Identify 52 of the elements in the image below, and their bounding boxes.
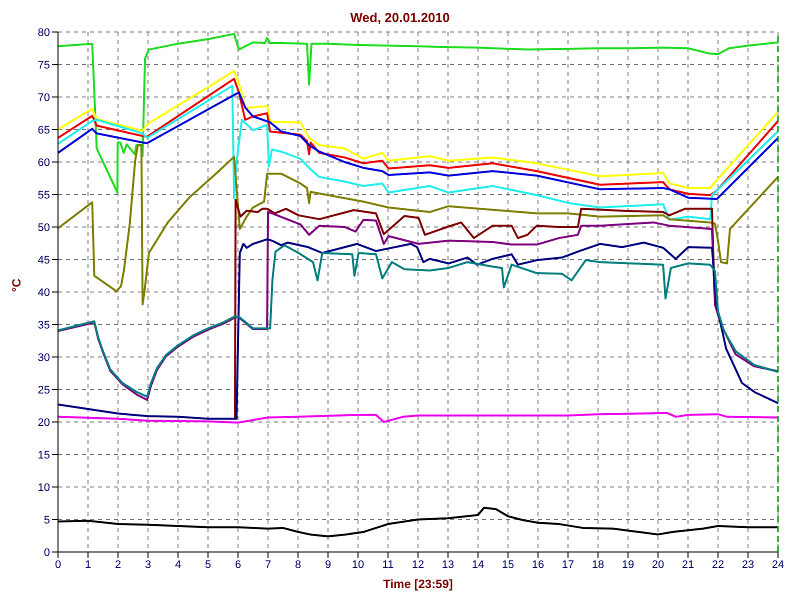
y-tick-label: 70 (38, 92, 50, 104)
x-tick-label: 17 (562, 558, 574, 571)
y-tick-label: 5 (44, 514, 50, 526)
y-tick-label: 35 (38, 319, 50, 332)
line-series (58, 144, 778, 306)
y-tick-label: 65 (38, 124, 50, 136)
y-tick-label: 75 (38, 59, 50, 72)
y-tick-label: 60 (38, 156, 50, 169)
line-series (234, 198, 716, 420)
x-tick-label: 10 (352, 558, 364, 571)
x-tick-label: 18 (592, 558, 604, 571)
y-tick-label: 45 (38, 254, 50, 266)
x-tick-label: 20 (652, 558, 664, 571)
line-series (58, 238, 778, 420)
y-tick-label: 40 (38, 286, 50, 299)
x-tick-label: 12 (412, 558, 424, 571)
y-tick-label: 80 (38, 26, 50, 39)
y-tick-label: 0 (44, 546, 50, 559)
x-tick-label: 8 (294, 558, 302, 571)
line-series (58, 211, 778, 401)
x-tick-label: 0 (54, 558, 62, 571)
x-tick-label: 21 (682, 558, 694, 571)
x-tick-label: 22 (712, 558, 724, 571)
x-tick-label: 24 (772, 558, 784, 571)
y-axis-title: °C (9, 278, 24, 292)
x-tick-label: 2 (114, 558, 122, 571)
x-tick-label: 4 (174, 558, 182, 571)
x-tick-label: 14 (472, 558, 484, 571)
x-tick-label: 11 (382, 558, 394, 571)
x-tick-label: 19 (622, 558, 634, 571)
y-tick-label: 30 (38, 352, 50, 364)
line-series (58, 412, 778, 424)
x-tick-label: 3 (144, 558, 152, 571)
x-tick-label: 9 (324, 558, 332, 571)
x-axis-title: Time [23:59] (383, 577, 453, 591)
x-tick-label: 5 (204, 558, 212, 571)
y-tick-label: 25 (38, 384, 50, 396)
line-series (58, 84, 778, 221)
x-tick-label: 7 (264, 558, 272, 571)
x-tick-label: 13 (442, 558, 454, 571)
x-tick-label: 1 (84, 558, 92, 571)
line-series (58, 244, 778, 398)
y-tick-label: 50 (38, 222, 50, 234)
y-tick-label: 10 (38, 482, 50, 494)
x-tick-label: 6 (234, 558, 242, 571)
x-tick-label: 16 (532, 558, 544, 571)
chart-title: Wed, 20.01.2010 (349, 10, 451, 25)
x-tick-label: 15 (502, 558, 514, 571)
x-tick-label: 23 (742, 558, 754, 571)
y-tick-label: 55 (38, 189, 50, 202)
y-tick-label: 15 (38, 449, 50, 462)
y-tick-label: 20 (38, 416, 50, 429)
